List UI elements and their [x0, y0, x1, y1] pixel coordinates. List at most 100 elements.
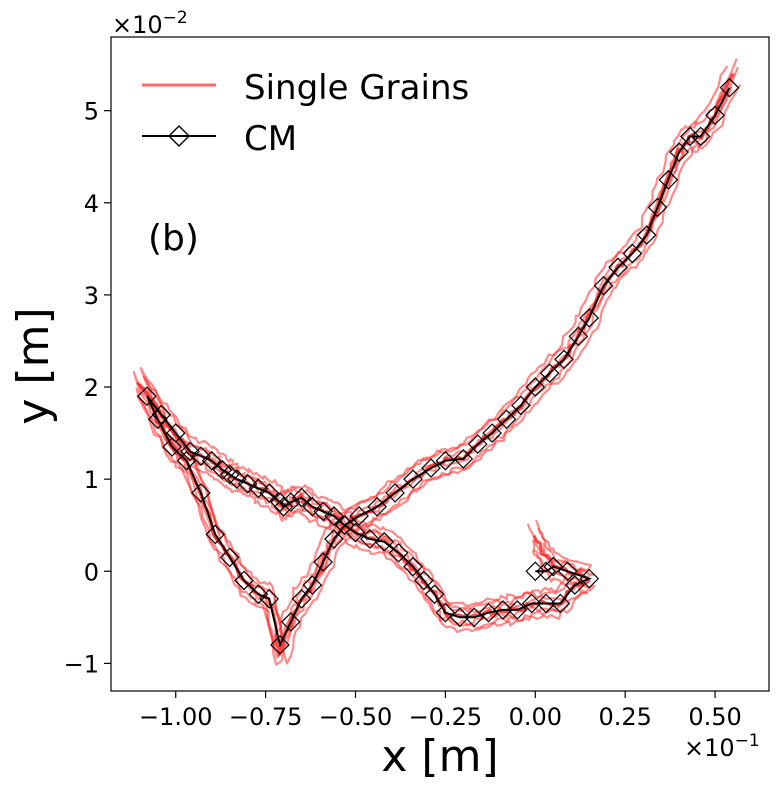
y-axis-label: y [m]: [8, 307, 59, 424]
y-tick-label: 3: [84, 282, 99, 310]
y-tick-label: −1: [64, 650, 99, 678]
cm-marker: [636, 225, 657, 245]
y-axis-ticks: −1 0 1 2 3 4 5: [64, 98, 111, 678]
cm-marker: [579, 308, 600, 328]
cm-marker: [248, 478, 269, 499]
cm-marker: [191, 483, 211, 503]
cm-marker: [151, 404, 172, 425]
cm-marker: [180, 441, 200, 462]
cm-marker: [413, 570, 434, 591]
cm-marker: [496, 409, 517, 430]
single-grain-trace: [132, 65, 729, 648]
cm-marker: [453, 449, 474, 469]
single-grain-trace: [146, 84, 742, 665]
cm-marker: [622, 243, 643, 264]
cm-marker: [302, 575, 323, 595]
cm-marker: [374, 531, 395, 552]
single-grain-trace: [135, 78, 731, 659]
cm-marker: [554, 349, 574, 370]
cm-marker: [324, 506, 344, 526]
x-tick-label: −0.25: [409, 703, 483, 731]
x-tick-label: −1.00: [139, 703, 213, 731]
cm-marker: [525, 561, 546, 582]
cm-marker: [658, 169, 679, 190]
cm-marker: [291, 487, 312, 508]
cm-marker: [467, 434, 488, 454]
cm-marker: [403, 469, 423, 489]
cm-marker: [536, 561, 556, 582]
cm-marker: [507, 600, 528, 620]
cm-marker: [259, 589, 280, 609]
legend-cm-label: CM: [244, 119, 297, 159]
cm-marker: [521, 593, 542, 614]
cm-marker: [557, 561, 578, 582]
x-axis-multiplier: ×10−1: [684, 731, 760, 762]
cm-marker: [226, 469, 247, 489]
cm-marker: [270, 492, 290, 513]
cm-marker: [345, 522, 366, 543]
y-tick-label: 5: [84, 98, 99, 126]
cm-marker: [219, 547, 240, 568]
single-grain-trace: [139, 58, 738, 645]
cm-marker: [464, 607, 485, 628]
cm-marker: [705, 105, 725, 126]
cm-marker: [280, 612, 301, 632]
cm-marker: [564, 575, 585, 595]
cm-marker: [201, 450, 222, 471]
cm-marker: [165, 423, 186, 443]
cm-marker: [324, 529, 344, 549]
y-tick-label: 1: [84, 466, 99, 494]
cm-marker: [334, 515, 355, 536]
cm-marker: [234, 570, 254, 591]
cm-marker: [367, 496, 387, 517]
single-grains-traces: [132, 58, 742, 666]
cm-marker: [669, 142, 689, 162]
cm-marker: [291, 589, 312, 609]
legend-single-grains-label: Single Grains: [244, 68, 469, 108]
cm-marker: [647, 197, 668, 218]
cm-marker: [360, 529, 380, 549]
legend-cm-marker: [168, 125, 190, 147]
cm-marker: [550, 593, 571, 614]
single-grain-trace: [136, 86, 733, 666]
cm-marker: [608, 257, 628, 278]
cm-marker: [205, 524, 226, 545]
cm-marker: [680, 126, 700, 147]
cm-marker: [259, 483, 280, 503]
cm-marker: [403, 556, 423, 577]
cm-marker: [237, 473, 258, 494]
cm-marker: [525, 377, 546, 397]
cm-series: [137, 77, 740, 655]
cm-marker: [248, 584, 269, 605]
cm-marker: [302, 496, 323, 517]
cm-marker: [388, 542, 409, 563]
y-tick-label: 0: [84, 558, 99, 586]
cm-marker: [568, 326, 589, 347]
cm-marker: [270, 635, 290, 655]
cm-marker: [421, 458, 441, 478]
cm-marker: [435, 450, 456, 471]
x-tick-label: 0.00: [509, 703, 562, 731]
cm-marker: [385, 483, 405, 503]
cm-marker: [579, 568, 600, 589]
cm-marker: [536, 593, 556, 614]
cm-marker: [349, 506, 369, 526]
cm-marker: [511, 395, 531, 416]
x-tick-label: −0.75: [229, 703, 303, 731]
cm-marker: [191, 446, 211, 466]
cm-marker: [313, 501, 333, 522]
x-tick-label: −0.50: [319, 703, 393, 731]
x-tick-label: 0.25: [598, 703, 651, 731]
cm-marker: [162, 437, 182, 457]
cm-marker: [273, 496, 294, 517]
cm-marker: [147, 409, 168, 430]
cm-marker: [313, 552, 333, 572]
cm-marker: [424, 584, 445, 605]
cm-marker: [137, 386, 157, 407]
cm-marker: [493, 600, 513, 620]
cm-marker: [539, 363, 560, 384]
cm-marker: [593, 275, 614, 296]
x-axis-label: x [m]: [381, 731, 498, 782]
y-tick-label: 2: [84, 374, 99, 402]
